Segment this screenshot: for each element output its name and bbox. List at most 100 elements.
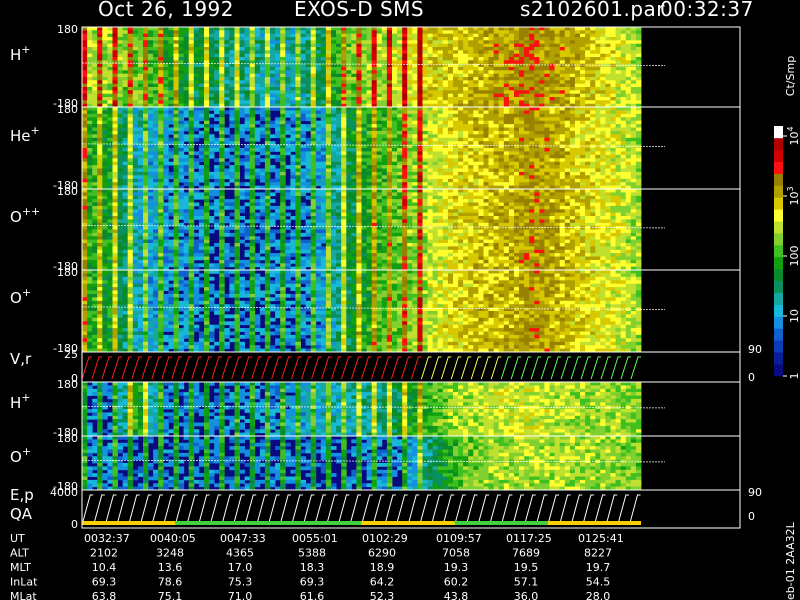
heatmap-cell — [386, 168, 393, 173]
heatmap-cell — [82, 43, 88, 48]
heatmap-cell — [351, 175, 357, 180]
heatmap-cell — [336, 73, 342, 78]
heatmap-cell — [534, 73, 540, 78]
heatmap-cell — [214, 43, 220, 48]
heatmap-cell — [503, 185, 510, 190]
heatmap-cell — [514, 50, 520, 54]
heatmap-cell — [554, 148, 561, 152]
heatmap-cell — [508, 60, 515, 64]
heatmap-cell — [325, 137, 332, 142]
heatmap-cell — [234, 151, 240, 156]
heatmap-cell — [320, 178, 327, 183]
heatmap-cell — [112, 93, 118, 98]
heatmap-cell — [300, 127, 306, 132]
heatmap-cell — [590, 63, 596, 68]
heatmap-cell — [153, 80, 159, 84]
heatmap-cell — [270, 100, 276, 104]
heatmap-cell — [620, 27, 627, 31]
heatmap-cell — [193, 161, 200, 166]
heatmap-cell — [305, 33, 312, 38]
heatmap-cell — [102, 124, 108, 128]
heatmap-cell — [544, 175, 550, 180]
heatmap-cell — [569, 30, 576, 34]
heatmap-cell — [432, 47, 439, 51]
heatmap-cell — [127, 175, 134, 180]
heatmap-cell — [493, 60, 500, 64]
heatmap-cell — [315, 161, 322, 166]
heatmap-cell — [524, 141, 530, 145]
heatmap-cell — [554, 117, 561, 122]
heatmap-cell — [600, 47, 606, 51]
heatmap-cell — [183, 70, 190, 74]
heatmap-cell — [564, 175, 571, 180]
heatmap-cell — [178, 27, 185, 31]
heatmap-cell — [397, 151, 403, 156]
heatmap-cell — [315, 70, 322, 74]
heatmap-cell — [381, 43, 388, 48]
heatmap-cell — [214, 50, 220, 54]
heatmap-cell — [412, 148, 418, 152]
heatmap-cell — [402, 137, 408, 142]
heatmap-cell — [209, 33, 215, 38]
heatmap-cell — [117, 70, 124, 74]
heatmap-cell — [539, 40, 545, 44]
heatmap-cell — [422, 117, 428, 122]
heatmap-cell — [127, 134, 134, 139]
heatmap-cell — [137, 103, 144, 108]
heatmap-cell — [524, 185, 530, 190]
heatmap-cell — [356, 83, 362, 88]
heatmap-cell — [310, 110, 317, 115]
heatmap-cell — [407, 90, 413, 94]
heatmap-cell — [264, 27, 271, 31]
heatmap-cell — [214, 110, 220, 115]
heatmap-cell — [315, 165, 322, 169]
heatmap-cell — [229, 47, 235, 51]
heatmap-cell — [468, 100, 474, 104]
heatmap-cell — [519, 90, 525, 94]
heatmap-cell — [524, 158, 530, 163]
heatmap-cell — [127, 130, 134, 135]
heatmap-cell — [447, 124, 454, 128]
heatmap-cell — [295, 63, 301, 68]
heatmap-cell — [92, 97, 98, 101]
heatmap-cell — [397, 27, 403, 31]
heatmap-cell — [325, 43, 332, 48]
heatmap-cell — [483, 97, 489, 101]
heatmap-cell — [204, 90, 210, 94]
heatmap-cell — [407, 83, 413, 88]
heatmap-cell — [249, 87, 256, 91]
heatmap-cell — [148, 124, 154, 128]
heatmap-cell — [336, 182, 342, 186]
heatmap-cell — [285, 43, 291, 48]
heatmap-cell — [376, 154, 383, 159]
heatmap-cell — [204, 154, 210, 159]
heatmap-cell — [336, 107, 342, 111]
heatmap-cell — [514, 154, 520, 159]
heatmap-cell — [163, 107, 169, 111]
heatmap-cell — [381, 77, 388, 81]
heatmap-cell — [519, 171, 525, 176]
heatmap-cell — [595, 137, 601, 142]
heatmap-cell — [204, 161, 210, 166]
heatmap-cell — [564, 53, 571, 58]
heatmap-cell — [300, 182, 306, 186]
heatmap-cell — [280, 73, 286, 78]
heatmap-cell — [595, 110, 601, 115]
heatmap-cell — [478, 154, 484, 159]
heatmap-cell — [549, 130, 555, 135]
heatmap-cell — [630, 43, 637, 48]
heatmap-cell — [259, 30, 266, 34]
heatmap-cell — [117, 148, 124, 152]
heatmap-cell — [356, 151, 362, 156]
heatmap-cell — [132, 67, 139, 71]
heatmap-cell — [615, 67, 622, 71]
heatmap-cell — [224, 103, 230, 108]
heatmap-cell — [397, 117, 403, 122]
heatmap-cell — [356, 130, 362, 135]
heatmap-cell — [351, 27, 357, 31]
heatmap-cell — [590, 90, 596, 94]
heatmap-cell — [102, 90, 108, 94]
heatmap-cell — [168, 154, 174, 159]
heatmap-cell — [590, 175, 596, 180]
heatmap-cell — [331, 73, 337, 78]
